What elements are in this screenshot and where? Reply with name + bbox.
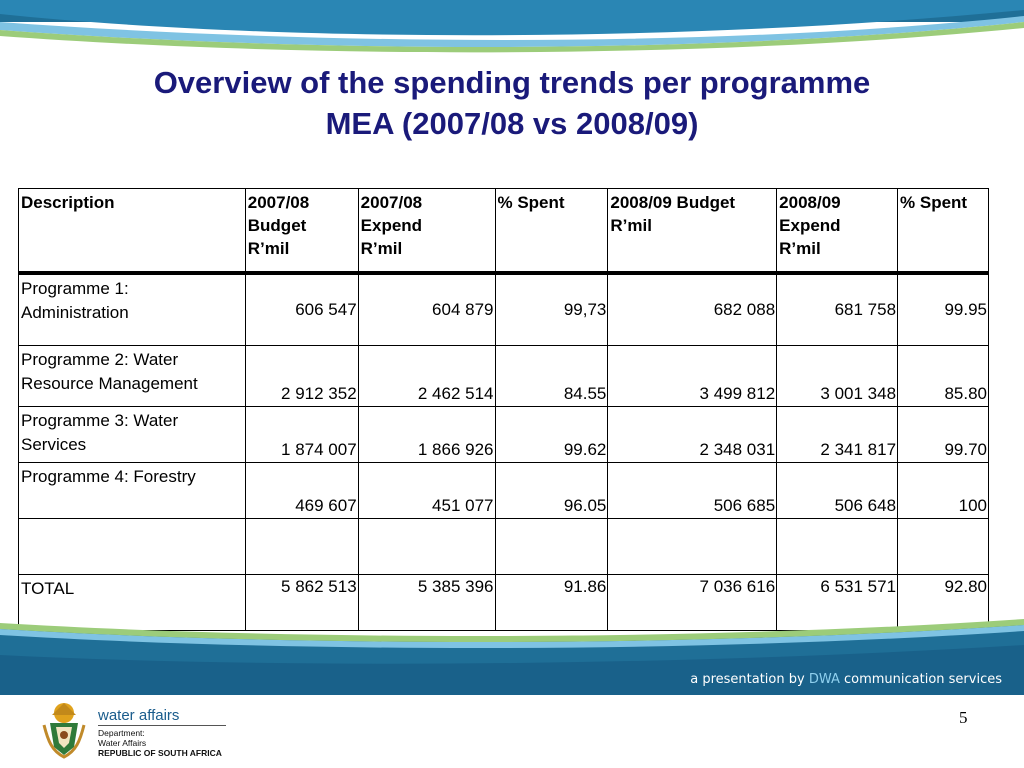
coat-of-arms-icon xyxy=(42,703,86,759)
cell-2008-budget: 3 499 812 xyxy=(607,344,778,407)
footer-tagline: a presentation by DWA communication serv… xyxy=(690,672,1002,687)
cell-2007-budget: 469 607 xyxy=(244,461,359,519)
cell-2008-budget: 682 088 xyxy=(607,272,778,346)
cell-2008-budget: 2 348 031 xyxy=(607,405,778,463)
cell-2008-spent: 100 xyxy=(897,461,989,519)
cell-2008-expend: 506 648 xyxy=(776,461,899,519)
cell-empty xyxy=(776,517,899,575)
cell-2007-expend: 604 879 xyxy=(357,272,496,346)
table-row: Programme 3: Water Services 1 874 007 1 8… xyxy=(18,405,989,463)
top-wave-band xyxy=(0,0,1024,53)
cell-2007-spent: 99.62 xyxy=(494,405,609,463)
water-affairs-logo: water affairs Department: Water Affairs … xyxy=(38,697,228,763)
logo-country: REPUBLIC OF SOUTH AFRICA xyxy=(98,748,222,758)
cell-2007-expend: 5 385 396 xyxy=(357,573,496,631)
cell-2008-expend: 2 341 817 xyxy=(776,405,899,463)
cell-2007-spent: 84.55 xyxy=(494,344,609,407)
table-row: Programme 1: Administration 606 547 604 8… xyxy=(18,272,989,346)
cell-2007-expend: 2 462 514 xyxy=(357,344,496,407)
table-row: Programme 2: Water Resource Management 2 … xyxy=(18,344,989,407)
cell-2008-budget: 506 685 xyxy=(607,461,778,519)
bottom-wave-band xyxy=(0,619,1024,695)
header-2008-budget: 2008/09 Budget R’mil xyxy=(607,188,778,275)
cell-2007-budget: 2 912 352 xyxy=(244,344,359,407)
logo-wordmark: water affairs xyxy=(98,707,180,724)
table-row: Programme 4: Forestry 469 607 451 077 96… xyxy=(18,461,989,519)
header-description: Description xyxy=(18,188,246,275)
spending-table: Description 2007/08 Budget R’mil 2007/08 Ex… xyxy=(18,188,989,631)
cell-2007-spent: 91.86 xyxy=(494,573,609,631)
header-2008-expend: 2008/09 Expend R’mil xyxy=(776,188,899,275)
title-line-1: Overview of the spending trends per prog… xyxy=(153,65,871,100)
page-number: 5 xyxy=(959,708,968,727)
header-2007-budget: 2007/08 Budget R’mil xyxy=(244,188,359,275)
cell-2007-budget: 5 862 513 xyxy=(244,573,359,631)
cell-2007-spent: 99,73 xyxy=(494,272,609,346)
cell-empty xyxy=(494,517,609,575)
cell-2008-spent: 99.70 xyxy=(897,405,989,463)
header-2007-spent: % Spent xyxy=(494,188,609,275)
cell-2007-budget: 606 547 xyxy=(244,272,359,346)
cell-empty xyxy=(244,517,359,575)
table-row-empty xyxy=(18,517,989,575)
row-description: Programme 1: Administration xyxy=(18,272,246,346)
cell-2007-budget: 1 874 007 xyxy=(244,405,359,463)
cell-2007-expend: 451 077 xyxy=(357,461,496,519)
logo-department: Department: Water Affairs xyxy=(98,728,147,748)
title-line-2: MEA (2007/08 vs 2008/09) xyxy=(325,106,699,141)
row-description: Programme 2: Water Resource Management xyxy=(18,344,246,407)
cell-2007-expend: 1 866 926 xyxy=(357,405,496,463)
cell-empty xyxy=(897,517,989,575)
cell-2008-spent: 92.80 xyxy=(897,573,989,631)
row-description: Programme 4: Forestry xyxy=(18,461,246,519)
table-header-row: Description 2007/08 Budget R’mil 2007/08 Ex… xyxy=(18,188,989,275)
row-description: TOTAL xyxy=(18,573,246,631)
cell-empty xyxy=(357,517,496,575)
logo-divider xyxy=(98,725,226,726)
cell-empty xyxy=(607,517,778,575)
cell-2008-budget: 7 036 616 xyxy=(607,573,778,631)
cell-2008-expend: 3 001 348 xyxy=(776,344,899,407)
cell-2008-expend: 6 531 571 xyxy=(776,573,899,631)
cell-2008-spent: 85.80 xyxy=(897,344,989,407)
cell-2007-spent: 96.05 xyxy=(494,461,609,519)
row-description: Programme 3: Water Services xyxy=(18,405,246,463)
header-2008-spent: % Spent xyxy=(897,188,989,275)
table-row-total: TOTAL 5 862 513 5 385 396 91.86 7 036 61… xyxy=(18,573,989,631)
row-description xyxy=(18,517,246,575)
cell-2008-spent: 99.95 xyxy=(897,272,989,346)
slide-title: Overview of the spending trends per prog… xyxy=(0,62,1024,144)
cell-2008-expend: 681 758 xyxy=(776,272,899,346)
header-2007-expend: 2007/08 Expend R’mil xyxy=(357,188,496,275)
